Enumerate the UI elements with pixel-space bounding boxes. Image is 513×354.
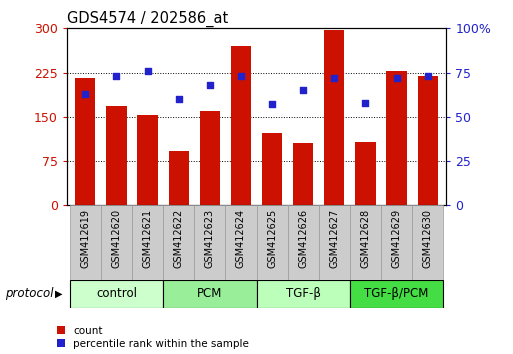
Text: GSM412629: GSM412629 — [391, 209, 402, 268]
Bar — [137, 115, 157, 205]
Bar — [288, 205, 319, 280]
Text: GSM412625: GSM412625 — [267, 209, 277, 268]
Point — [330, 75, 339, 81]
Point — [237, 73, 245, 79]
Text: GDS4574 / 202586_at: GDS4574 / 202586_at — [67, 11, 228, 27]
Bar — [386, 71, 407, 205]
Point — [144, 68, 152, 74]
Point — [392, 75, 401, 81]
Bar — [319, 205, 350, 280]
Text: GSM412626: GSM412626 — [298, 209, 308, 268]
Bar — [163, 205, 194, 280]
Text: GSM412620: GSM412620 — [111, 209, 122, 268]
Bar — [70, 280, 163, 308]
Point — [424, 73, 432, 79]
Bar — [262, 133, 282, 205]
Point — [268, 102, 276, 107]
Legend: count, percentile rank within the sample: count, percentile rank within the sample — [56, 326, 249, 349]
Bar — [350, 205, 381, 280]
Bar — [256, 280, 350, 308]
Bar — [132, 205, 163, 280]
Bar — [231, 46, 251, 205]
Bar — [101, 205, 132, 280]
Point — [299, 87, 307, 93]
Text: GSM412630: GSM412630 — [423, 209, 432, 268]
Bar — [225, 205, 256, 280]
Text: PCM: PCM — [197, 287, 223, 300]
Text: TGF-β/PCM: TGF-β/PCM — [364, 287, 429, 300]
Text: GSM412621: GSM412621 — [143, 209, 152, 268]
Bar — [200, 111, 220, 205]
Bar — [75, 79, 95, 205]
Text: GSM412627: GSM412627 — [329, 209, 339, 268]
Text: GSM412624: GSM412624 — [236, 209, 246, 268]
Text: GSM412622: GSM412622 — [174, 209, 184, 268]
Bar — [418, 75, 438, 205]
Bar — [412, 205, 443, 280]
Text: GSM412628: GSM412628 — [361, 209, 370, 268]
Bar — [106, 106, 127, 205]
Text: protocol: protocol — [5, 287, 54, 300]
Point — [81, 91, 89, 97]
Bar — [163, 280, 256, 308]
Bar — [256, 205, 288, 280]
Point — [112, 73, 121, 79]
Bar — [324, 29, 344, 205]
Point — [361, 100, 369, 105]
Text: control: control — [96, 287, 137, 300]
Bar — [356, 142, 376, 205]
Bar — [169, 151, 189, 205]
Bar — [194, 205, 225, 280]
Bar — [293, 143, 313, 205]
Text: GSM412619: GSM412619 — [81, 209, 90, 268]
Text: ▶: ▶ — [55, 289, 63, 299]
Point — [206, 82, 214, 88]
Point — [174, 96, 183, 102]
Bar — [70, 205, 101, 280]
Text: TGF-β: TGF-β — [286, 287, 321, 300]
Text: GSM412623: GSM412623 — [205, 209, 215, 268]
Bar — [350, 280, 443, 308]
Bar — [381, 205, 412, 280]
